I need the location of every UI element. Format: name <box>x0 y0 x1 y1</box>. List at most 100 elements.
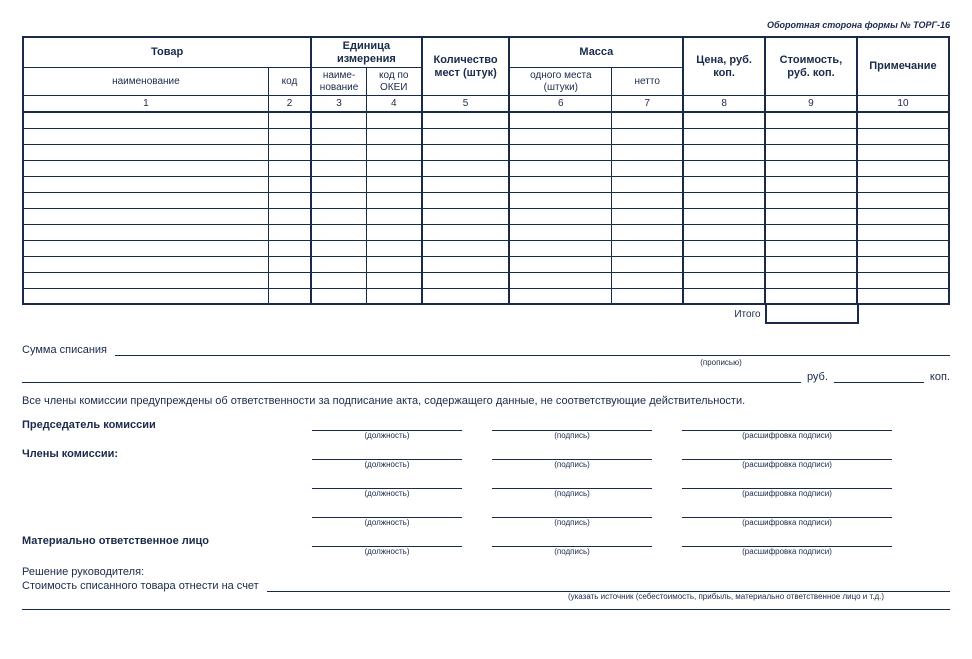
table-cell[interactable] <box>422 288 510 304</box>
table-cell[interactable] <box>268 288 311 304</box>
table-cell[interactable] <box>612 128 684 144</box>
table-cell[interactable] <box>23 288 268 304</box>
table-cell[interactable] <box>422 272 510 288</box>
table-cell[interactable] <box>857 176 949 192</box>
itogo-cost[interactable] <box>766 305 858 323</box>
decision-line[interactable] <box>267 578 950 592</box>
table-cell[interactable] <box>765 112 857 128</box>
table-cell[interactable] <box>857 192 949 208</box>
sig-signature[interactable] <box>492 415 652 431</box>
sig-signature[interactable] <box>492 502 652 518</box>
table-cell[interactable] <box>23 160 268 176</box>
table-cell[interactable] <box>683 256 765 272</box>
sig-decode[interactable] <box>682 502 892 518</box>
table-cell[interactable] <box>683 272 765 288</box>
sig-position[interactable] <box>312 502 462 518</box>
table-cell[interactable] <box>366 208 421 224</box>
table-cell[interactable] <box>311 128 366 144</box>
table-cell[interactable] <box>612 144 684 160</box>
table-cell[interactable] <box>311 192 366 208</box>
table-cell[interactable] <box>268 272 311 288</box>
table-cell[interactable] <box>509 224 611 240</box>
table-cell[interactable] <box>268 112 311 128</box>
table-cell[interactable] <box>683 176 765 192</box>
table-cell[interactable] <box>765 288 857 304</box>
table-cell[interactable] <box>509 240 611 256</box>
table-cell[interactable] <box>683 208 765 224</box>
sig-position[interactable] <box>312 415 462 431</box>
table-cell[interactable] <box>23 128 268 144</box>
table-cell[interactable] <box>765 128 857 144</box>
table-cell[interactable] <box>765 176 857 192</box>
table-cell[interactable] <box>857 144 949 160</box>
table-cell[interactable] <box>683 160 765 176</box>
table-cell[interactable] <box>268 128 311 144</box>
table-cell[interactable] <box>311 288 366 304</box>
table-cell[interactable] <box>311 256 366 272</box>
sig-decode[interactable] <box>682 473 892 489</box>
table-cell[interactable] <box>683 192 765 208</box>
sig-signature[interactable] <box>492 531 652 547</box>
table-cell[interactable] <box>311 272 366 288</box>
table-cell[interactable] <box>311 144 366 160</box>
table-cell[interactable] <box>268 192 311 208</box>
table-cell[interactable] <box>268 224 311 240</box>
table-cell[interactable] <box>366 272 421 288</box>
table-cell[interactable] <box>311 240 366 256</box>
sig-signature[interactable] <box>492 444 652 460</box>
sig-position[interactable] <box>312 473 462 489</box>
table-cell[interactable] <box>509 160 611 176</box>
table-cell[interactable] <box>23 272 268 288</box>
table-cell[interactable] <box>23 208 268 224</box>
table-cell[interactable] <box>509 192 611 208</box>
table-cell[interactable] <box>683 128 765 144</box>
table-cell[interactable] <box>857 288 949 304</box>
table-cell[interactable] <box>857 272 949 288</box>
table-cell[interactable] <box>23 224 268 240</box>
table-cell[interactable] <box>683 144 765 160</box>
table-cell[interactable] <box>268 176 311 192</box>
table-cell[interactable] <box>311 176 366 192</box>
table-cell[interactable] <box>366 160 421 176</box>
table-cell[interactable] <box>422 224 510 240</box>
table-cell[interactable] <box>422 256 510 272</box>
decision-line-2[interactable] <box>22 609 950 610</box>
table-cell[interactable] <box>311 208 366 224</box>
table-cell[interactable] <box>612 240 684 256</box>
table-cell[interactable] <box>765 224 857 240</box>
table-cell[interactable] <box>366 256 421 272</box>
table-cell[interactable] <box>268 208 311 224</box>
table-cell[interactable] <box>268 240 311 256</box>
table-cell[interactable] <box>422 112 510 128</box>
table-cell[interactable] <box>612 160 684 176</box>
table-cell[interactable] <box>366 112 421 128</box>
table-cell[interactable] <box>422 192 510 208</box>
table-cell[interactable] <box>422 128 510 144</box>
table-cell[interactable] <box>23 256 268 272</box>
table-cell[interactable] <box>509 256 611 272</box>
table-cell[interactable] <box>366 192 421 208</box>
table-cell[interactable] <box>612 176 684 192</box>
table-cell[interactable] <box>509 128 611 144</box>
sig-position[interactable] <box>312 444 462 460</box>
table-cell[interactable] <box>857 112 949 128</box>
table-cell[interactable] <box>422 144 510 160</box>
table-cell[interactable] <box>422 240 510 256</box>
table-cell[interactable] <box>509 208 611 224</box>
table-cell[interactable] <box>683 224 765 240</box>
table-cell[interactable] <box>422 208 510 224</box>
table-cell[interactable] <box>509 144 611 160</box>
table-cell[interactable] <box>366 240 421 256</box>
table-cell[interactable] <box>612 224 684 240</box>
table-cell[interactable] <box>612 112 684 128</box>
table-cell[interactable] <box>857 224 949 240</box>
table-cell[interactable] <box>509 272 611 288</box>
sum-words-line[interactable] <box>115 342 950 356</box>
table-cell[interactable] <box>268 144 311 160</box>
table-cell[interactable] <box>509 288 611 304</box>
table-cell[interactable] <box>765 160 857 176</box>
sum-words-line-2[interactable] <box>22 369 801 383</box>
table-cell[interactable] <box>765 240 857 256</box>
table-cell[interactable] <box>311 112 366 128</box>
table-cell[interactable] <box>857 240 949 256</box>
